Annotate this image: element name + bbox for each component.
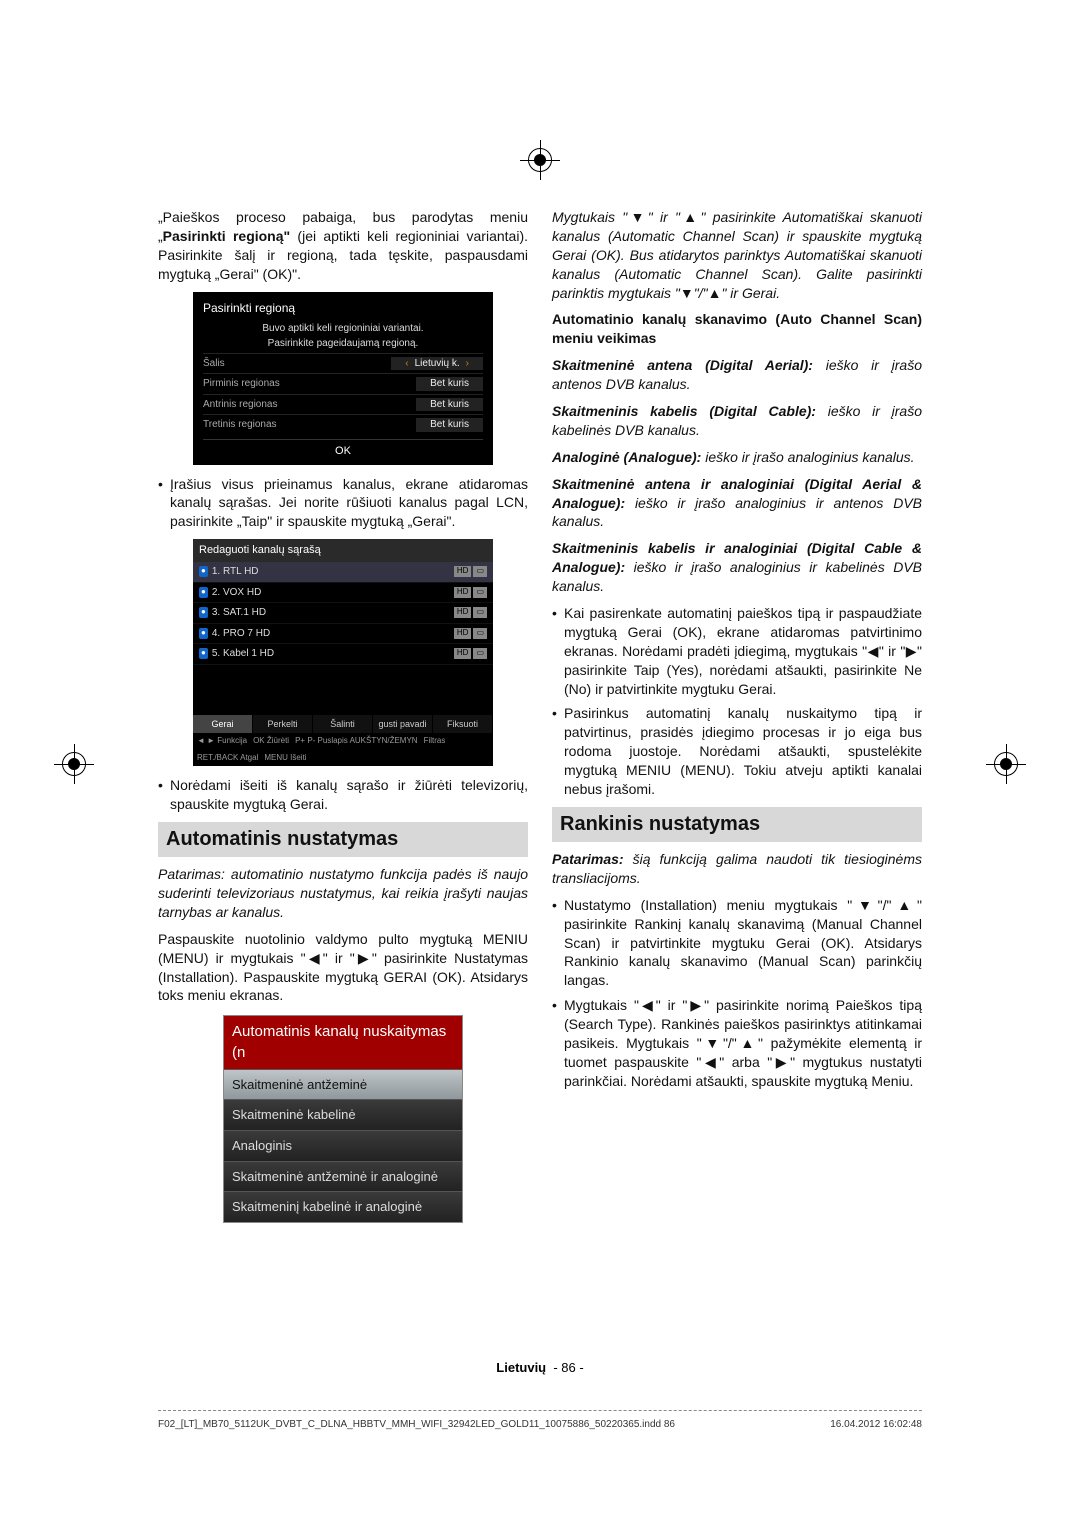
ok-label: OK bbox=[203, 439, 483, 459]
bullet-item: Įrašius visus prieinamus kanalus, ekrane… bbox=[158, 475, 528, 532]
right-column: Mygtukais "▼" ir "▲" pasirinkite Automat… bbox=[552, 208, 922, 1233]
dialog-subtitle: Buvo aptikti keli regioniniai variantai. bbox=[203, 322, 483, 336]
bullet-list: Norėdami išeiti iš kanalų sąrašo ir žiūr… bbox=[158, 776, 528, 814]
menu-item: Skaitmeninė kabelinė bbox=[224, 1099, 462, 1130]
paragraph: Mygtukais "▼" ir "▲" pasirinkite Automat… bbox=[552, 208, 922, 302]
bullet-list: Įrašius visus prieinamus kanalus, ekrane… bbox=[158, 475, 528, 532]
registration-mark bbox=[528, 148, 552, 172]
menu-item: Skaitmeninė antžeminė bbox=[224, 1069, 462, 1100]
menu-item: Analoginis bbox=[224, 1130, 462, 1161]
dialog-button: Šalinti bbox=[313, 715, 373, 733]
definition-paragraph: Skaitmeninis kabelis (Digital Cable): ie… bbox=[552, 402, 922, 440]
region-row: Tretinis regionasBet kuris bbox=[203, 414, 483, 435]
footer-hint: OK Žiūrėti bbox=[253, 736, 289, 747]
bullet-item: Nustatymo (Installation) meniu mygtukais… bbox=[552, 896, 922, 990]
subheading: Automatinio kanalų skanavimo (Auto Chann… bbox=[552, 310, 922, 348]
footer-hint: RET./BACK Atgal bbox=[197, 753, 258, 764]
definition-paragraph: Skaitmeninis kabelis ir analoginiai (Dig… bbox=[552, 539, 922, 596]
print-meta: F02_[LT]_MB70_5112UK_DVBT_C_DLNA_HBBTV_M… bbox=[158, 1410, 922, 1430]
channel-row: ●5. Kabel 1 HDHD▭ bbox=[193, 644, 493, 665]
footer-hint: P+ P- Puslapis AUKŠTYN/ŽEMYN bbox=[295, 736, 417, 747]
bullet-item: Kai pasirenkate automatinį paieškos tipą… bbox=[552, 604, 922, 698]
intro-paragraph: „Paieškos proceso pabaiga, bus parodytas… bbox=[158, 208, 528, 284]
tip-text: Patarimas: automatinio nustatymo funkcij… bbox=[158, 865, 528, 922]
menu-item: Skaitmeninė antžeminė ir analoginė bbox=[224, 1161, 462, 1192]
bullet-list: Nustatymo (Installation) meniu mygtukais… bbox=[552, 896, 922, 1091]
bullet-list: Kai pasirenkate automatinį paieškos tipą… bbox=[552, 604, 922, 799]
footer-hint: Filtras bbox=[424, 736, 446, 747]
tip-text: Patarimas: šią funkciją galima naudoti t… bbox=[552, 850, 922, 888]
section-heading: Rankinis nustatymas bbox=[552, 807, 922, 842]
channel-row: ●3. SAT.1 HDHD▭ bbox=[193, 603, 493, 624]
paragraph: Paspauskite nuotolinio valdymo pulto myg… bbox=[158, 930, 528, 1006]
footer-lang: Lietuvių bbox=[496, 1360, 546, 1375]
text-bold: Patarimas: bbox=[552, 851, 624, 867]
region-row: Antrinis regionasBet kuris bbox=[203, 394, 483, 415]
bullet-item: Norėdami išeiti iš kanalų sąrašo ir žiūr… bbox=[158, 776, 528, 814]
dialog-footer: ◄ ► Funkcija OK Žiūrėti P+ P- Puslapis AUK… bbox=[193, 733, 493, 767]
section-heading: Automatinis nustatymas bbox=[158, 822, 528, 857]
dialog-button: Perkelti bbox=[253, 715, 313, 733]
channel-row: ●1. RTL HDHD▭ bbox=[193, 562, 493, 583]
text-bold: Pasirinkti regioną" bbox=[163, 228, 291, 244]
dialog-button: Gerai bbox=[193, 715, 253, 733]
bullet-item: Pasirinkus automatinį kanalų nuskaitymo … bbox=[552, 704, 922, 798]
menu-title: Automatinis kanalų nuskaitymas (n bbox=[224, 1016, 462, 1069]
meta-date: 16.04.2012 16:02:48 bbox=[830, 1419, 922, 1430]
dialog-subtitle: Pasirinkite pageidaujamą regioną. bbox=[203, 337, 483, 351]
dialog-title: Redaguoti kanalų sąrašą bbox=[193, 539, 493, 562]
channel-list-dialog: Redaguoti kanalų sąrašą ●1. RTL HDHD▭●2.… bbox=[193, 539, 493, 766]
region-row: Pirminis regionasBet kuris bbox=[203, 373, 483, 394]
registration-mark bbox=[62, 752, 86, 776]
channel-row: ●4. PRO 7 HDHD▭ bbox=[193, 624, 493, 645]
definition-paragraph: Skaitmeninė antena (Digital Aerial): ieš… bbox=[552, 356, 922, 394]
page-content: „Paieškos proceso pabaiga, bus parodytas… bbox=[158, 208, 922, 1233]
bullet-item: Mygtukais "◀" ir "▶" pasirinkite norimą … bbox=[552, 996, 922, 1090]
registration-mark bbox=[994, 752, 1018, 776]
menu-item: Skaitmeninį kabelinė ir analoginė bbox=[224, 1191, 462, 1222]
region-dialog: Pasirinkti regioną Buvo aptikti keli reg… bbox=[193, 292, 493, 465]
channel-row: ●2. VOX HDHD▭ bbox=[193, 583, 493, 604]
footer-hint: MENU Išeiti bbox=[264, 753, 306, 764]
dialog-button: Fiksuoti bbox=[433, 715, 493, 733]
definition-paragraph: Skaitmeninė antena ir analoginiai (Digit… bbox=[552, 475, 922, 532]
scan-menu: Automatinis kanalų nuskaitymas (n Skaitm… bbox=[223, 1015, 463, 1222]
footer-hint: ◄ ► Funkcija bbox=[197, 736, 247, 747]
dialog-button: gusti pavadi bbox=[373, 715, 433, 733]
region-row: Šalis‹Lietuvių k.› bbox=[203, 353, 483, 374]
meta-file: F02_[LT]_MB70_5112UK_DVBT_C_DLNA_HBBTV_M… bbox=[158, 1419, 675, 1430]
definition-paragraph: Analoginė (Analogue): ieško ir įrašo ana… bbox=[552, 448, 922, 467]
dialog-title: Pasirinkti regioną bbox=[203, 300, 483, 316]
left-column: „Paieškos proceso pabaiga, bus parodytas… bbox=[158, 208, 528, 1233]
footer-page: - 86 - bbox=[553, 1360, 583, 1375]
button-row: GeraiPerkeltiŠalintigusti pavadiFiksuoti bbox=[193, 715, 493, 733]
page-footer: Lietuvių - 86 - bbox=[0, 1360, 1080, 1375]
